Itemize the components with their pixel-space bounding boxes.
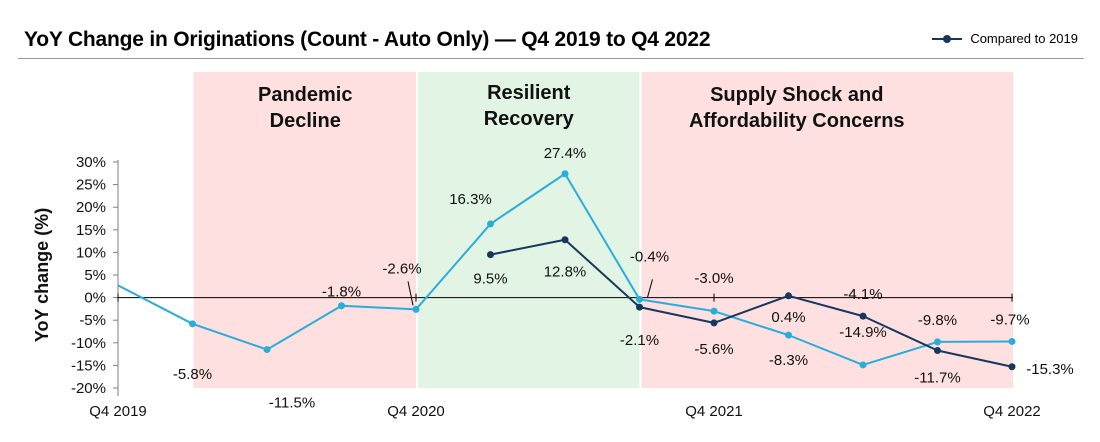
data-label: -14.9%: [839, 324, 887, 341]
data-label: -11.7%: [914, 369, 960, 386]
data-label: -2.6%: [382, 260, 421, 277]
y-tick-label: 20%: [76, 199, 106, 216]
data-label: -0.4%: [630, 248, 669, 265]
y-tick-label: 10%: [76, 244, 106, 261]
series-point: [859, 312, 867, 320]
chart-title: YoY Change in Originations (Count - Auto…: [24, 28, 711, 51]
legend-marker: [932, 34, 963, 43]
data-label: 27.4%: [544, 145, 587, 162]
series-point: [561, 170, 569, 178]
y-tick-label: -5%: [79, 312, 106, 329]
series-point: [934, 338, 941, 346]
series-point: [263, 346, 271, 354]
data-label: -11.5%: [269, 395, 315, 412]
data-label: -1.8%: [322, 284, 361, 301]
leader-line: [407, 281, 414, 306]
y-tick-label: 30%: [76, 154, 106, 171]
series-point: [561, 236, 569, 244]
data-label: -8.3%: [769, 352, 808, 369]
series-point: [636, 295, 643, 303]
data-label: -2.1%: [620, 332, 659, 349]
y-tick-label: -20%: [71, 380, 106, 397]
y-tick-label: 15%: [76, 222, 106, 239]
x-tick-label: Q4 2019: [89, 403, 147, 420]
series-point: [710, 307, 718, 315]
series-point: [189, 320, 196, 328]
data-label: 12.8%: [544, 264, 587, 281]
y-tick-label: -15%: [71, 357, 106, 374]
title-divider: [18, 58, 1084, 59]
data-labels: -5.8% -11.5% -1.8% -2.6% 16.3% 27.4% -0.4% -3.0…: [173, 145, 1074, 412]
y-tick-label: 0%: [84, 290, 106, 307]
series-point: [1008, 363, 1016, 371]
series-point: [859, 361, 867, 369]
series-point: [487, 220, 494, 228]
region-band-label: Resilient: [487, 82, 571, 104]
data-label: 9.5%: [473, 271, 507, 288]
series-point: [487, 251, 494, 259]
series-point: [636, 303, 643, 311]
data-label: -3.0%: [694, 270, 733, 287]
region-band-label: Recovery: [484, 108, 575, 130]
data-label: -5.6%: [694, 341, 733, 358]
y-tick-label: -10%: [71, 335, 106, 352]
y-tick-label: 5%: [84, 267, 106, 284]
region-band: [640, 72, 1013, 388]
series-point: [934, 346, 941, 354]
series-point: [710, 319, 718, 327]
data-label: -4.1%: [843, 286, 882, 303]
series-point: [785, 331, 792, 339]
data-label: -5.8%: [173, 366, 212, 383]
legend-label: Compared to 2019: [970, 31, 1078, 46]
leader-line: [647, 279, 653, 298]
y-axis-title: YoY change (%): [32, 208, 52, 342]
data-label: 16.3%: [449, 191, 492, 208]
legend: Compared to 2019: [930, 31, 1078, 46]
region-band-label: Pandemic: [258, 84, 352, 106]
data-label: 0.4%: [771, 309, 805, 326]
x-tick-label: Q4 2021: [685, 403, 743, 420]
region-band: [417, 72, 641, 388]
y-tick-label: 25%: [76, 177, 106, 194]
series-point: [1008, 337, 1016, 345]
x-tick-label: Q4 2022: [983, 403, 1041, 420]
series-point: [338, 302, 345, 310]
data-label: -9.8%: [918, 312, 957, 329]
region-band-label: Supply Shock and: [710, 84, 883, 106]
region-band-label: Decline: [270, 110, 341, 132]
data-label: -9.7%: [990, 311, 1029, 328]
series-line: [490, 238, 1013, 368]
data-label: -15.3%: [1026, 361, 1074, 378]
series-point: [785, 292, 792, 300]
series-lines: [117, 170, 1016, 371]
axes: 30% 25% 20% 15% 10% 5% 0% -5% -10% -15% -20% Q4 201…: [32, 154, 1041, 420]
series-point: [412, 305, 420, 313]
region-band: [193, 72, 417, 388]
region-band-label: Affordability Concerns: [689, 110, 905, 132]
region-bands: Pandemic Decline Resilient Recovery Supply S…: [193, 72, 1013, 388]
x-tick-label: Q4 2020: [387, 403, 445, 420]
